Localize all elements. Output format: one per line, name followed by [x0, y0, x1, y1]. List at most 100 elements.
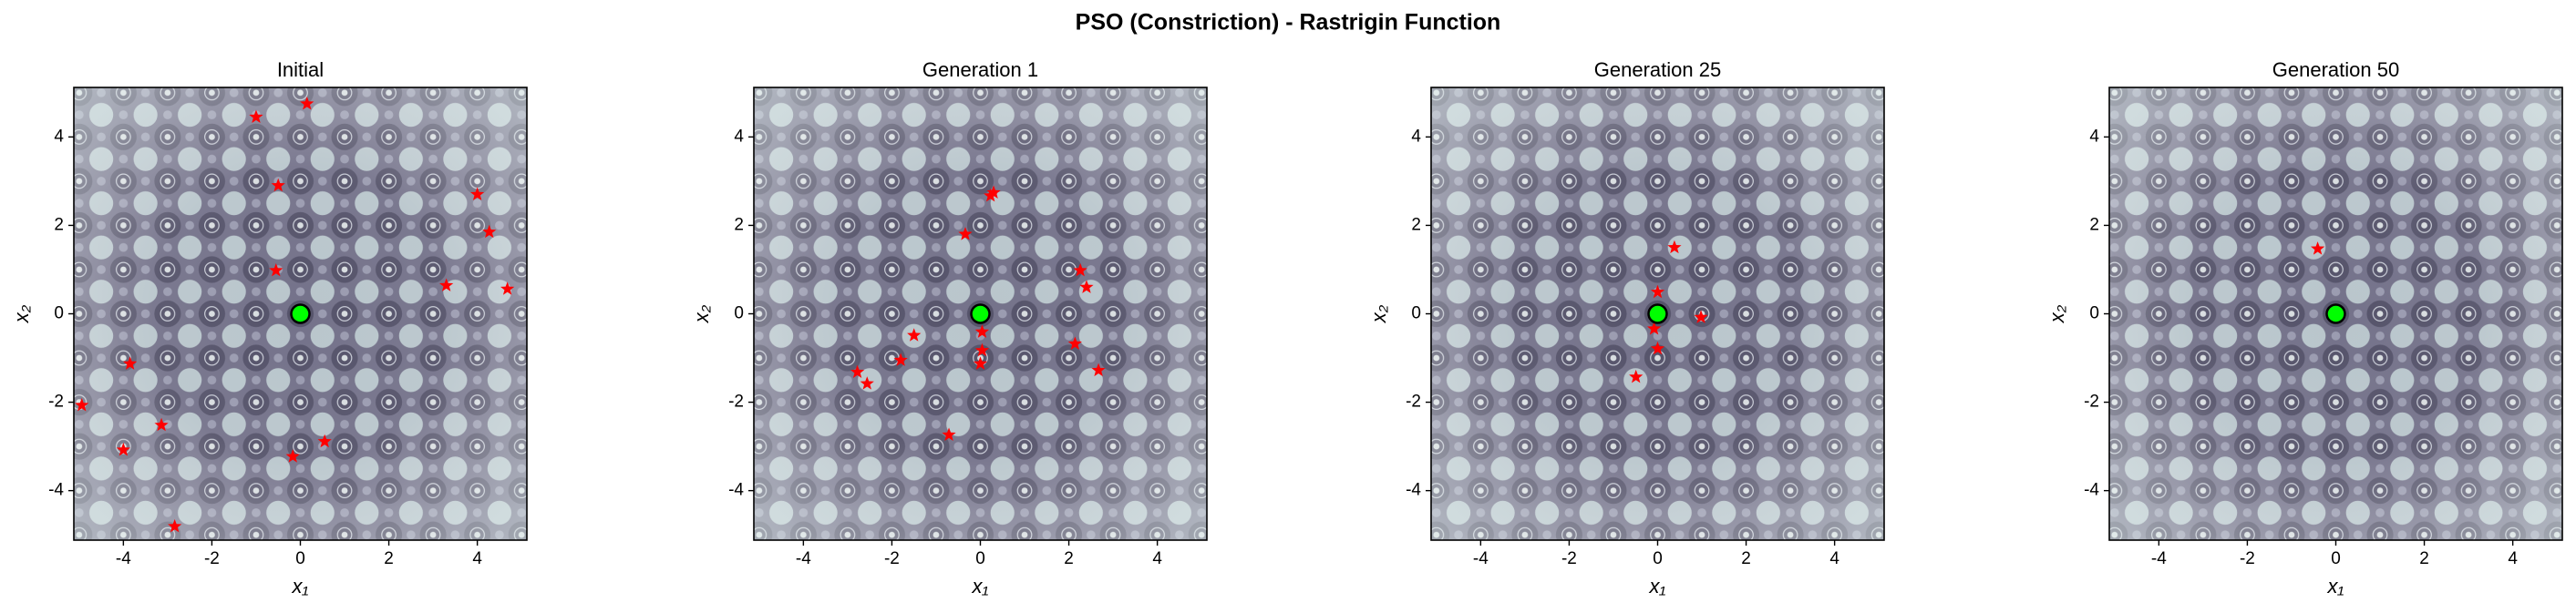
- particle: [907, 328, 922, 342]
- subplot-title: Generation 25: [1594, 58, 1721, 81]
- particle: [500, 281, 515, 295]
- global-optimum: [2325, 303, 2346, 324]
- particle: [1079, 280, 1094, 293]
- particle: [1091, 363, 1106, 377]
- y-tick-label: -4: [48, 481, 64, 500]
- y-axis-label: x₂: [1367, 304, 1390, 323]
- particle: [123, 356, 138, 370]
- y-tick-label: 2: [2089, 215, 2099, 234]
- x-tick-label: 4: [2508, 549, 2518, 568]
- subplot-title: Initial: [277, 58, 324, 81]
- x-tick-label: 0: [1653, 549, 1663, 568]
- particle: [986, 185, 1001, 199]
- y-tick-label: -2: [2084, 393, 2099, 412]
- particle: [271, 178, 285, 192]
- particle: [439, 278, 454, 291]
- subplot: Initial -4 -2 0 2 4 -4 -2 0 2 4 x₁ x₂: [10, 58, 528, 598]
- y-tick-label: -2: [48, 393, 64, 412]
- y-tick-label: 4: [734, 127, 744, 146]
- x-tick-label: -2: [2240, 549, 2255, 568]
- axes-frame: [2108, 87, 2563, 541]
- y-tick-label: 0: [2089, 304, 2099, 323]
- particle: [1629, 369, 1643, 383]
- axes-frame: [753, 87, 1208, 541]
- global-optimum: [1647, 303, 1668, 324]
- points: [850, 185, 1106, 441]
- subplot-title: Generation 50: [2272, 58, 2399, 81]
- x-tick-label: 4: [1829, 549, 1839, 568]
- y-tick-label: 4: [2089, 127, 2099, 146]
- particle: [154, 417, 169, 432]
- x-tick-label: 4: [472, 549, 482, 568]
- axes-frame: [1430, 87, 1885, 541]
- x-tick-label: -4: [2151, 549, 2167, 568]
- particle: [1667, 240, 1682, 254]
- x-axis-label: x₁: [972, 575, 989, 598]
- particle: [974, 342, 990, 357]
- particle: [300, 96, 314, 110]
- points: [2310, 241, 2346, 324]
- particle: [1647, 322, 1662, 335]
- x-axis-label: x₁: [1649, 575, 1666, 598]
- particle: [269, 262, 283, 277]
- x-tick-label: -4: [796, 549, 811, 568]
- y-tick-label: -2: [728, 393, 744, 412]
- y-tick-label: -4: [728, 481, 744, 500]
- x-tick-label: 4: [1152, 549, 1162, 568]
- particle: [2310, 241, 2325, 255]
- particle: [1073, 262, 1087, 277]
- y-tick-label: -4: [1406, 481, 1421, 500]
- x-axis-label: x₁: [2327, 575, 2344, 598]
- x-tick-label: 2: [2419, 549, 2429, 568]
- particle: [317, 434, 332, 448]
- particle: [942, 427, 956, 441]
- x-tick-label: 2: [1741, 549, 1751, 568]
- y-tick-label: -2: [1406, 393, 1421, 412]
- particle: [168, 518, 182, 533]
- subplot: Generation 25 -4 -2 0 2 4 -4 -2 0 2 4 x₁ x₂: [1367, 58, 1885, 598]
- y-tick-label: -4: [2084, 481, 2099, 500]
- y-tick-label: 4: [1411, 127, 1421, 146]
- points: [1629, 240, 1708, 383]
- particle: [116, 442, 130, 456]
- subplot: Generation 1 -4 -2 0 2 4 -4 -2 0 2 4 x₁ x₂: [690, 58, 1208, 598]
- x-tick-label: -4: [116, 549, 131, 568]
- particle: [1650, 341, 1665, 355]
- global-optimum: [970, 303, 991, 324]
- particle: [860, 376, 874, 390]
- particle: [1067, 336, 1082, 350]
- x-tick-label: 0: [975, 549, 985, 568]
- particle: [482, 224, 497, 239]
- particle: [893, 352, 908, 366]
- x-tick-label: 2: [384, 549, 394, 568]
- subplot: Generation 50 -4 -2 0 2 4 -4 -2 0 2 4 x₁ x₂: [2045, 58, 2563, 598]
- particle: [285, 449, 300, 463]
- x-tick-label: -2: [1561, 549, 1577, 568]
- global-optimum: [290, 303, 311, 324]
- x-tick-label: -4: [1473, 549, 1489, 568]
- particle: [974, 324, 990, 338]
- particle: [470, 187, 485, 200]
- particle: [1694, 310, 1708, 323]
- particle: [958, 227, 973, 240]
- y-tick-label: 0: [1411, 304, 1421, 323]
- particle: [249, 109, 263, 123]
- axes-frame: [73, 87, 528, 541]
- y-axis-label: x₂: [690, 304, 713, 323]
- particle: [850, 364, 865, 379]
- x-tick-label: -2: [204, 549, 220, 568]
- subplot-title: Generation 1: [922, 58, 1038, 81]
- figure-title: PSO (Constriction) - Rastrigin Function: [1076, 10, 1501, 36]
- y-tick-label: 2: [54, 215, 64, 234]
- x-tick-label: 0: [295, 549, 305, 568]
- x-axis-label: x₁: [292, 575, 309, 598]
- particle: [973, 356, 988, 370]
- y-tick-label: 4: [54, 127, 64, 146]
- y-tick-label: 0: [54, 304, 64, 323]
- x-tick-label: 2: [1064, 549, 1074, 568]
- particle: [1650, 284, 1665, 299]
- points: [75, 96, 515, 533]
- y-tick-label: 2: [734, 215, 744, 234]
